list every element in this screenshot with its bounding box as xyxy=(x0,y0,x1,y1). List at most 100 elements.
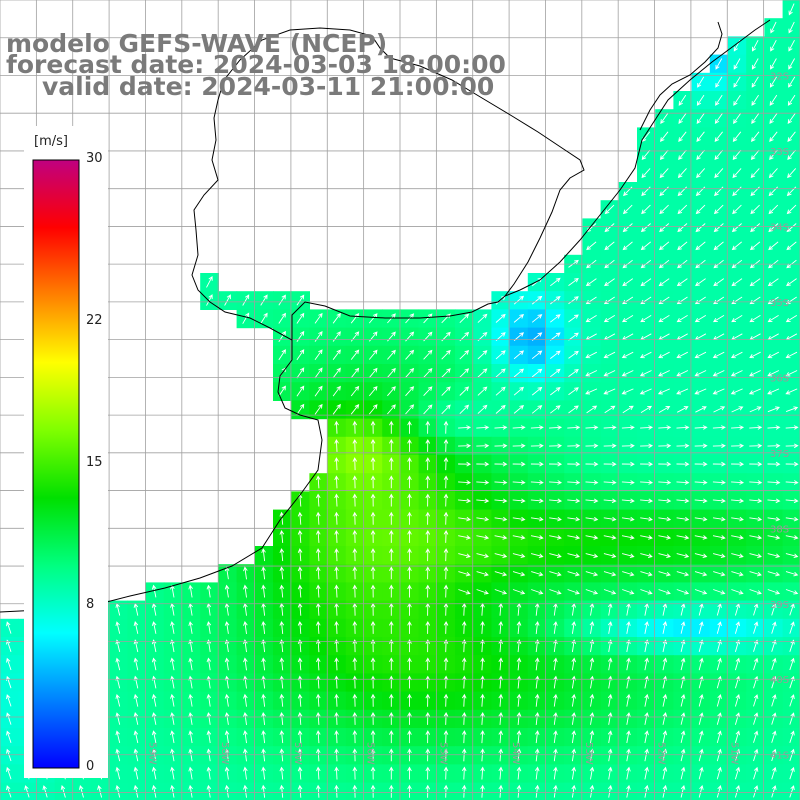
wind-arrow xyxy=(151,748,157,762)
wind-arrow xyxy=(680,621,686,634)
wind-arrow xyxy=(405,349,415,360)
wind-arrow xyxy=(694,296,706,305)
wind-arrow xyxy=(425,657,431,671)
wind-arrow xyxy=(512,516,526,522)
wind-arrow xyxy=(188,712,193,725)
wind-arrow xyxy=(585,278,597,287)
wind-arrow xyxy=(315,730,321,744)
wind-arrow xyxy=(443,639,449,653)
wind-arrow xyxy=(751,58,759,70)
wind-arrow xyxy=(658,589,671,595)
wind-arrow xyxy=(644,784,649,798)
wind-arrow xyxy=(512,589,526,595)
wind-arrow xyxy=(441,404,451,415)
wind-arrow xyxy=(715,58,723,70)
wind-arrow xyxy=(676,406,689,413)
wind-arrow xyxy=(352,693,358,707)
longitude-label: 58W xyxy=(219,742,230,765)
wind-arrow xyxy=(550,277,561,287)
wind-arrow xyxy=(370,711,376,725)
wind-arrow xyxy=(785,461,799,467)
wind-arrow xyxy=(480,711,485,725)
wind-arrow xyxy=(350,404,360,415)
wind-arrow xyxy=(607,766,613,780)
wind-arrow xyxy=(789,639,795,652)
wind-arrow xyxy=(694,516,708,522)
wind-arrow xyxy=(315,584,321,598)
wind-arrow xyxy=(133,639,139,653)
wind-arrow xyxy=(297,711,303,725)
wind-arrow xyxy=(732,131,742,142)
wind-arrow xyxy=(315,475,321,489)
wind-arrow xyxy=(425,711,431,725)
wind-arrow xyxy=(603,461,617,467)
wind-arrow xyxy=(768,223,779,233)
wind-arrow xyxy=(407,657,412,671)
wind-arrow xyxy=(698,639,704,653)
wind-arrow xyxy=(352,711,358,725)
wind-arrow xyxy=(694,589,708,595)
wind-arrow xyxy=(315,657,321,671)
wind-arrow xyxy=(680,639,686,653)
wind-arrow xyxy=(170,657,175,671)
wind-arrow xyxy=(459,386,470,396)
wind-arrow xyxy=(332,385,341,397)
wind-arrow xyxy=(297,784,303,798)
wind-arrow xyxy=(458,425,472,430)
wind-arrow xyxy=(789,621,795,634)
wind-arrow xyxy=(115,693,121,707)
wind-arrow xyxy=(712,388,725,395)
wind-arrow xyxy=(151,693,157,707)
wind-arrow xyxy=(753,694,759,707)
wind-arrow xyxy=(151,639,157,653)
wind-arrow xyxy=(585,370,598,377)
wind-arrow xyxy=(315,493,321,507)
wind-arrow xyxy=(368,367,378,378)
colorbar-tick-label: 22 xyxy=(86,313,103,329)
wind-arrow xyxy=(531,314,543,323)
wind-arrow xyxy=(498,766,504,780)
wind-arrow xyxy=(459,313,470,324)
wind-arrow xyxy=(621,370,634,377)
wind-arrow xyxy=(407,748,412,762)
wind-arrow xyxy=(297,657,303,671)
wind-arrow xyxy=(585,498,599,504)
wind-arrow xyxy=(458,498,472,504)
wind-arrow xyxy=(188,693,193,707)
wind-arrow xyxy=(571,766,577,780)
wind-arrow xyxy=(698,766,704,780)
wind-arrow xyxy=(315,693,321,707)
wind-arrow xyxy=(423,313,433,324)
wind-arrow xyxy=(550,387,561,396)
wind-arrow xyxy=(785,516,799,522)
wind-arrow xyxy=(389,657,394,671)
wind-arrow xyxy=(696,94,705,106)
wind-arrow xyxy=(407,475,412,489)
wind-arrow xyxy=(789,712,795,725)
wind-arrow xyxy=(731,461,745,467)
wind-arrow xyxy=(370,529,376,543)
wind-arrow xyxy=(749,406,762,413)
wind-arrow xyxy=(425,748,431,762)
wind-arrow xyxy=(224,657,230,671)
wind-arrow xyxy=(641,204,651,215)
wind-arrow xyxy=(278,385,286,397)
wind-arrow xyxy=(731,241,742,251)
coastline-lagoon xyxy=(639,21,723,131)
wind-arrow xyxy=(771,639,777,652)
wind-arrow xyxy=(658,278,670,287)
wind-arrow xyxy=(352,620,358,634)
wind-arrow xyxy=(314,367,323,379)
wind-arrow xyxy=(224,584,230,598)
wind-arrow xyxy=(188,584,193,598)
wind-arrow xyxy=(206,621,212,634)
wind-arrow xyxy=(657,388,670,395)
wind-arrow xyxy=(680,748,686,762)
wind-arrow xyxy=(626,784,631,798)
wind-arrow xyxy=(443,529,449,543)
wind-arrow xyxy=(477,313,488,323)
wind-arrow xyxy=(677,223,688,233)
wind-arrow xyxy=(789,657,795,671)
wind-arrow xyxy=(644,693,649,707)
wind-arrow xyxy=(352,457,358,471)
